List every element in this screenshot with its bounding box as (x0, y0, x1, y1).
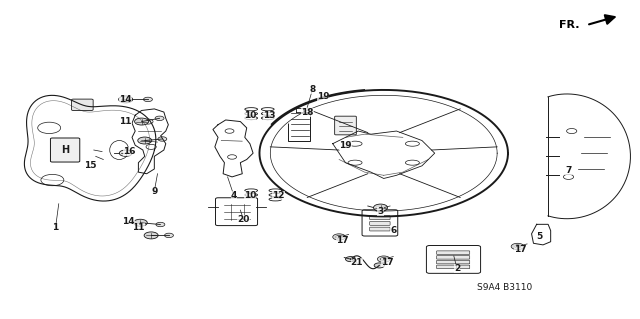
Text: 6: 6 (390, 226, 396, 235)
Text: 11: 11 (120, 117, 132, 126)
Circle shape (333, 234, 346, 240)
Text: 17: 17 (515, 245, 527, 254)
Text: 13: 13 (263, 111, 275, 120)
Text: 16: 16 (123, 147, 135, 156)
Circle shape (158, 137, 167, 141)
Text: 5: 5 (537, 233, 543, 241)
FancyBboxPatch shape (216, 198, 257, 226)
FancyBboxPatch shape (436, 265, 470, 269)
FancyBboxPatch shape (436, 251, 470, 254)
Circle shape (374, 204, 388, 211)
FancyBboxPatch shape (335, 116, 356, 135)
Circle shape (378, 207, 384, 210)
Circle shape (118, 96, 132, 103)
Circle shape (144, 232, 158, 239)
Circle shape (156, 222, 165, 227)
Text: S9A4 B3110: S9A4 B3110 (477, 283, 532, 292)
Text: 3: 3 (378, 207, 383, 216)
Circle shape (511, 243, 524, 250)
Text: 19: 19 (339, 141, 352, 150)
Circle shape (119, 150, 132, 156)
Text: H: H (61, 145, 69, 155)
Text: 21: 21 (351, 258, 364, 267)
Circle shape (164, 233, 173, 238)
Text: FR.: FR. (559, 20, 580, 30)
Circle shape (381, 257, 387, 261)
Text: 18: 18 (301, 108, 314, 116)
FancyBboxPatch shape (370, 216, 390, 219)
Text: 2: 2 (454, 264, 460, 273)
Polygon shape (272, 90, 366, 127)
Text: 10: 10 (244, 111, 256, 120)
Circle shape (134, 118, 148, 125)
FancyBboxPatch shape (370, 221, 390, 225)
FancyBboxPatch shape (51, 138, 80, 162)
FancyBboxPatch shape (426, 246, 481, 273)
Text: 12: 12 (273, 191, 285, 200)
Circle shape (138, 137, 152, 144)
Text: 11: 11 (132, 223, 145, 232)
FancyBboxPatch shape (362, 210, 397, 236)
FancyBboxPatch shape (288, 112, 310, 141)
FancyBboxPatch shape (436, 256, 470, 259)
FancyBboxPatch shape (436, 260, 470, 264)
Circle shape (515, 245, 521, 248)
Circle shape (155, 116, 164, 121)
Circle shape (143, 97, 152, 102)
Text: 1: 1 (52, 223, 59, 232)
Text: 19: 19 (317, 92, 330, 101)
Text: 14: 14 (119, 95, 132, 104)
Text: 8: 8 (309, 85, 316, 94)
Text: 17: 17 (336, 236, 349, 245)
Circle shape (346, 256, 356, 262)
Text: 17: 17 (381, 258, 393, 267)
Text: 10: 10 (244, 191, 256, 200)
Circle shape (336, 235, 342, 239)
FancyBboxPatch shape (370, 227, 390, 231)
Text: 4: 4 (231, 191, 237, 200)
FancyBboxPatch shape (72, 99, 93, 110)
Circle shape (133, 219, 147, 226)
Text: 14: 14 (122, 217, 135, 226)
Circle shape (374, 205, 387, 212)
Text: 20: 20 (237, 215, 250, 224)
Text: 15: 15 (84, 161, 97, 170)
Text: 7: 7 (565, 166, 572, 175)
Circle shape (374, 263, 385, 268)
Circle shape (378, 256, 390, 262)
Text: 9: 9 (151, 187, 157, 196)
